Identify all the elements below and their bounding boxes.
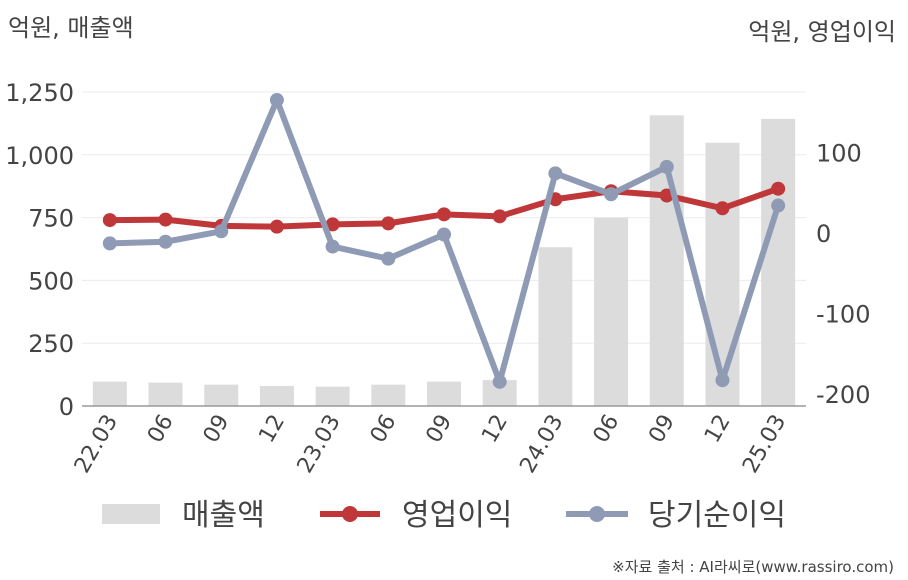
revenue-bar bbox=[761, 118, 796, 406]
left-tick-label: 750 bbox=[28, 205, 74, 233]
right-tick-label: 100 bbox=[816, 139, 862, 167]
x-tick-label: 24.03 bbox=[515, 411, 568, 478]
net-income-point bbox=[269, 93, 284, 108]
net-income-point bbox=[158, 234, 173, 249]
left-tick-label: 1,250 bbox=[5, 79, 74, 107]
right-axis-unit-label: 억원, 영업이익 bbox=[748, 18, 896, 46]
revenue-bar bbox=[371, 384, 406, 406]
right-tick-label: -100 bbox=[816, 300, 870, 328]
x-tick-label: 12 bbox=[477, 411, 513, 448]
operating-profit-point bbox=[269, 219, 284, 234]
revenue-bar bbox=[92, 381, 127, 406]
x-tick-label: 06 bbox=[589, 411, 625, 448]
net-income-point bbox=[548, 166, 563, 181]
x-tick-label: 06 bbox=[143, 411, 179, 448]
net-income-point bbox=[659, 159, 674, 174]
source-note: ※자료 출처 : AI라씨로(www.rassiro.com) bbox=[612, 558, 894, 576]
operating-profit-point bbox=[102, 213, 117, 228]
operating-profit-point bbox=[437, 207, 451, 222]
net-income-point bbox=[214, 224, 229, 239]
operating-profit-point bbox=[381, 216, 396, 231]
operating-profit-point bbox=[715, 201, 730, 216]
legend-swatch-revenue bbox=[102, 504, 160, 524]
revenue-bar bbox=[204, 384, 239, 406]
net-income-point bbox=[715, 373, 730, 388]
net-income-point bbox=[492, 374, 507, 389]
legend-label-revenue: 매출액 bbox=[182, 498, 265, 533]
revenue-bar bbox=[148, 382, 183, 406]
net-income-point bbox=[771, 198, 786, 213]
net-income-point bbox=[325, 239, 340, 254]
line-series bbox=[102, 93, 786, 389]
x-tick-label: 09 bbox=[422, 411, 458, 448]
operating-profit-point bbox=[492, 209, 507, 224]
x-tick-label: 12 bbox=[700, 411, 736, 448]
left-tick-label: 0 bbox=[59, 393, 74, 421]
revenue-bar bbox=[538, 247, 573, 406]
legend-marker-operating-profit bbox=[342, 506, 358, 522]
x-tick-label: 23.03 bbox=[293, 411, 346, 478]
revenue-bar bbox=[427, 381, 461, 406]
x-axis-ticks: 22.03 06 09 12 23.03 06 09 12 24.03 06 09 12 25.03 bbox=[70, 411, 791, 478]
legend-label-operating-profit: 영업이익 bbox=[402, 498, 512, 533]
revenue-bar bbox=[315, 386, 350, 406]
x-tick-label: 06 bbox=[366, 411, 402, 448]
revenue-bar bbox=[259, 385, 294, 406]
net-income-point bbox=[381, 251, 396, 266]
net-income-point bbox=[604, 187, 619, 202]
net-income-point bbox=[102, 236, 117, 251]
right-y-axis-ticks: -200 -100 0 100 bbox=[816, 139, 870, 409]
x-tick-label: 09 bbox=[199, 411, 235, 448]
legend-label-net-income: 당기순이익 bbox=[648, 498, 786, 533]
revenue-bar bbox=[705, 142, 740, 406]
operating-profit-point bbox=[158, 212, 173, 227]
legend: 매출액 영업이익 당기순이익 bbox=[102, 498, 786, 533]
legend-marker-net-income bbox=[589, 506, 605, 522]
left-tick-label: 500 bbox=[28, 267, 74, 295]
net-income-point bbox=[437, 227, 451, 242]
operating-profit-point bbox=[771, 181, 786, 196]
left-y-axis-ticks: 0 250 500 750 1,000 1,250 bbox=[5, 79, 74, 421]
x-tick-label: 25.03 bbox=[738, 411, 791, 478]
x-tick-label: 22.03 bbox=[70, 411, 123, 478]
x-tick-label: 09 bbox=[644, 411, 680, 448]
right-tick-label: 0 bbox=[816, 220, 831, 248]
left-tick-label: 250 bbox=[28, 330, 74, 358]
revenue-bar bbox=[594, 217, 629, 406]
operating-profit-point bbox=[325, 217, 340, 232]
left-tick-label: 1,000 bbox=[5, 142, 74, 170]
x-tick-label: 12 bbox=[254, 411, 290, 448]
right-tick-label: -200 bbox=[816, 381, 870, 409]
left-axis-unit-label: 억원, 매출액 bbox=[8, 14, 134, 42]
revenue-bars bbox=[92, 115, 796, 406]
revenue-bar bbox=[649, 115, 684, 406]
